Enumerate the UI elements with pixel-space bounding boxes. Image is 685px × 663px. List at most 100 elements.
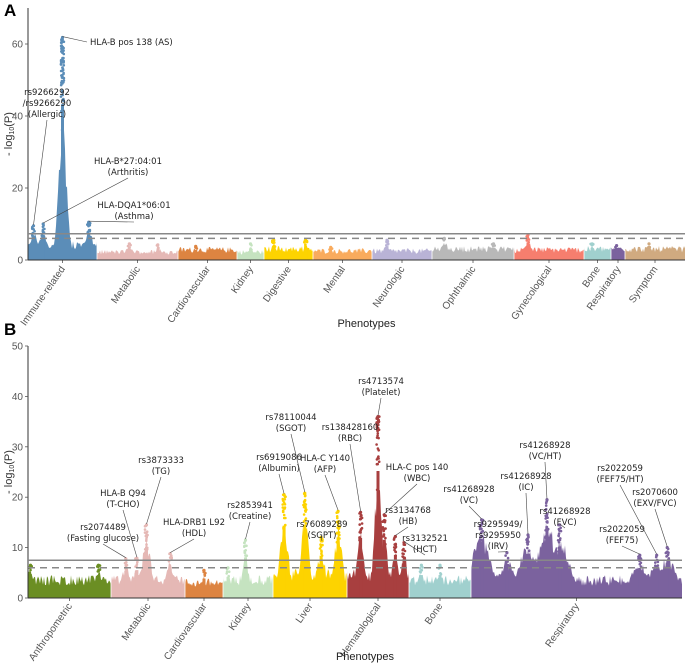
data-point bbox=[28, 571, 32, 574]
data-point bbox=[376, 432, 380, 435]
x-tick-label: Respiratory bbox=[544, 601, 582, 649]
data-point bbox=[360, 522, 364, 525]
data-point bbox=[61, 93, 64, 97]
annotation-label: rs2853941 bbox=[227, 501, 273, 511]
category-kidney: Kidney bbox=[229, 208, 264, 296]
peak-column bbox=[124, 570, 128, 598]
x-axis-label: Phenotypes bbox=[336, 651, 395, 663]
annotation-label: rs4713574 bbox=[358, 377, 404, 387]
peak-point bbox=[393, 534, 397, 539]
annotation: rs3873333(TG) bbox=[138, 456, 184, 525]
peak-point bbox=[438, 563, 442, 567]
data-point bbox=[62, 71, 65, 75]
data-point bbox=[336, 521, 340, 524]
x-tick-label: Anthropometric bbox=[27, 601, 75, 663]
annotation-leader bbox=[395, 526, 409, 536]
data-point bbox=[360, 514, 363, 517]
data-point bbox=[382, 534, 386, 538]
annotation-label: HLA-DQA1*06:01 bbox=[97, 201, 170, 211]
data-point bbox=[546, 512, 549, 516]
data-point bbox=[29, 568, 32, 572]
data-point bbox=[375, 443, 378, 446]
data-point bbox=[281, 499, 285, 502]
peak-column bbox=[168, 567, 172, 598]
annotation: HLA-C pos 140(WBC) bbox=[383, 463, 448, 515]
annotation-leader bbox=[88, 220, 135, 223]
annotation: rs138428160(RBC) bbox=[322, 423, 378, 512]
data-point bbox=[281, 503, 285, 506]
peak-column bbox=[41, 234, 45, 260]
y-tick-label: 50 bbox=[12, 342, 24, 353]
data-point bbox=[59, 83, 63, 87]
peak-column bbox=[419, 575, 423, 598]
x-tick-label: Kidney bbox=[227, 601, 254, 632]
data-point bbox=[375, 462, 379, 466]
peak-column bbox=[442, 244, 446, 260]
x-tick-label: Gynecological bbox=[509, 264, 554, 322]
peak-column bbox=[359, 538, 363, 598]
peak-point bbox=[526, 533, 530, 537]
data-point bbox=[337, 527, 341, 531]
annotation-leader bbox=[245, 521, 251, 540]
category-digestive: Digestive bbox=[261, 208, 313, 304]
y-tick-label: 20 bbox=[12, 184, 24, 195]
annotation-label: (SGOT) bbox=[276, 424, 307, 434]
data-point bbox=[401, 552, 404, 555]
panel-B: B Anthropometric Metabolic Cardiovascular Ki… bbox=[3, 320, 682, 663]
peak-column bbox=[303, 524, 307, 598]
annotation-label: (Fasting glucose) bbox=[67, 534, 139, 544]
peak-point bbox=[144, 523, 149, 527]
data-point bbox=[401, 548, 405, 552]
annotation: HLA-B pos 138 (AS) bbox=[62, 36, 173, 48]
annotation: rs41268928(IC) bbox=[500, 472, 552, 535]
data-point bbox=[557, 541, 561, 544]
data-point bbox=[143, 528, 147, 531]
data-point bbox=[243, 541, 246, 544]
data-point bbox=[376, 456, 380, 460]
peak-column bbox=[526, 553, 530, 598]
data-point bbox=[60, 50, 63, 53]
peak-column bbox=[29, 575, 32, 598]
data-point bbox=[439, 572, 442, 575]
annotation: HLA-B*27:04:01(Arthritis) bbox=[43, 157, 162, 224]
data-point bbox=[60, 44, 63, 47]
annotation-label: rs41268928 bbox=[500, 472, 551, 482]
annotation: rs2022059(FEF75) bbox=[599, 525, 645, 555]
category-anthropometric: Anthropometric bbox=[27, 563, 111, 663]
data-point bbox=[303, 498, 307, 502]
peak-point bbox=[28, 563, 33, 567]
data-point bbox=[124, 563, 128, 567]
y-tick-label: 10 bbox=[12, 543, 24, 554]
data-point bbox=[376, 447, 380, 450]
data-point bbox=[60, 90, 64, 94]
annotation-label: (FEF75/HT) bbox=[596, 475, 643, 485]
annotation-label: rs78110044 bbox=[265, 413, 316, 423]
annotation-label: HLA-C Y140 bbox=[300, 454, 350, 464]
data-point bbox=[60, 76, 64, 79]
data-point bbox=[525, 538, 528, 542]
data-point bbox=[321, 543, 324, 547]
peak-point bbox=[638, 553, 642, 557]
peak-point bbox=[96, 563, 101, 567]
data-point bbox=[544, 517, 547, 520]
category-area bbox=[584, 246, 611, 260]
data-point bbox=[382, 527, 386, 530]
category-symptom: Symptom bbox=[624, 208, 685, 305]
data-point bbox=[170, 556, 173, 559]
data-point bbox=[61, 69, 64, 72]
data-point bbox=[481, 541, 484, 544]
data-point bbox=[480, 534, 484, 538]
annotation-label: rs76089289 bbox=[296, 520, 347, 530]
data-point bbox=[282, 513, 286, 517]
annotation: rs78110044(SGOT) bbox=[265, 413, 317, 493]
data-point bbox=[303, 502, 306, 505]
annotation-label: (HB) bbox=[399, 517, 418, 527]
data-point bbox=[480, 538, 483, 542]
annotation-label: rs2022059 bbox=[597, 464, 643, 474]
category-hematological: Hematological bbox=[338, 415, 409, 660]
data-point bbox=[284, 523, 287, 527]
data-point bbox=[336, 516, 339, 520]
peak-point bbox=[156, 243, 160, 247]
data-point bbox=[376, 434, 379, 437]
annotation-label: rs9295949/ bbox=[474, 520, 523, 530]
